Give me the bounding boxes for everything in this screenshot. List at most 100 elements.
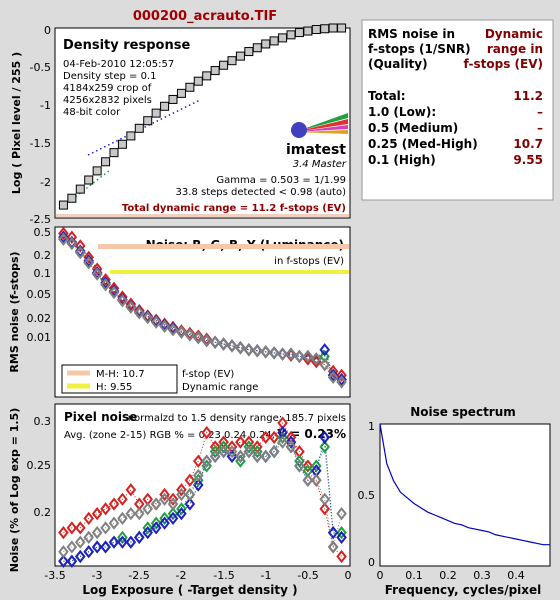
pixel-point-y xyxy=(125,506,137,521)
rms-point-y xyxy=(285,347,297,361)
density-ytick-6: -2.5 xyxy=(30,213,51,226)
rms-ytick-6: 0.01 xyxy=(27,331,52,344)
total-dr-line: Total dynamic range = 11.2 f-stops (EV) xyxy=(122,203,346,214)
density-ytick-5: -2 xyxy=(40,176,51,189)
rms-point-y xyxy=(83,256,94,270)
pixel-xtick-3: -2.5 xyxy=(128,569,149,582)
density-point xyxy=(143,116,153,126)
rms-point-y xyxy=(218,337,229,351)
info-line-2: Density step = 0.1 xyxy=(63,71,156,82)
pixel-point-y xyxy=(176,487,187,502)
rms-point-y xyxy=(58,232,69,246)
density-ylabel: Log ( Pixel level / 255 ) xyxy=(10,52,23,194)
density-info: 04-Feb-2010 12:05:57 Density step = 0.1 … xyxy=(63,59,174,118)
pixel-ytick-2: 0.25 xyxy=(27,459,52,472)
density-point xyxy=(252,43,262,53)
pixel-point-y xyxy=(66,540,78,554)
rms-point-y xyxy=(311,352,322,366)
rms-point-y xyxy=(260,345,271,359)
spec-ytick-2: 0.5 xyxy=(358,489,376,502)
pixel-point-y xyxy=(91,526,103,540)
pixel-point-g xyxy=(142,521,153,535)
rms-point-b xyxy=(336,373,347,387)
density-point xyxy=(176,88,186,98)
rms-point-y xyxy=(235,341,246,355)
pixel-point-r xyxy=(302,459,314,473)
density-point xyxy=(92,166,102,176)
pixel-point-r xyxy=(75,521,86,535)
pixel-line-g xyxy=(63,436,342,562)
pixel-xtick-5: -1.5 xyxy=(213,569,234,582)
pixel-point-b xyxy=(117,535,128,549)
rms-point-y xyxy=(319,358,330,372)
pixel-point-g xyxy=(176,502,187,516)
rms-subtitle: in f-stops (EV) xyxy=(274,256,344,267)
pixel-point-y xyxy=(319,492,330,506)
row-value-medium: – xyxy=(537,121,543,135)
rms-point-y xyxy=(201,334,212,348)
pixel-point-y xyxy=(108,516,120,530)
density-point xyxy=(151,108,161,118)
rms-point-y xyxy=(117,294,128,308)
rms-point-y xyxy=(100,278,111,292)
density-point xyxy=(269,36,279,46)
pixel-point-b xyxy=(83,545,94,559)
density-ytick-2: -0.5 xyxy=(30,61,51,74)
pixel-point-y xyxy=(201,454,212,468)
logo-version: 3.4 Master xyxy=(293,159,347,170)
pixel-point-y xyxy=(167,497,179,511)
pixel-point-b xyxy=(66,554,78,568)
pixel-point-b xyxy=(142,526,153,540)
pixel-point-y xyxy=(193,468,204,483)
pixel-point-y xyxy=(243,445,255,459)
pixel-point-r xyxy=(167,492,179,506)
density-point xyxy=(101,157,111,167)
rms-point-y xyxy=(302,349,314,364)
pixel-point-r xyxy=(117,492,128,506)
spec-xtick-2: 0.1 xyxy=(405,569,423,582)
legend-side-1: f-stop (EV) xyxy=(182,369,234,380)
rms-ylabel: RMS noise (f-stops) xyxy=(8,251,21,372)
rms-point-y xyxy=(277,347,288,361)
rms-point-r xyxy=(58,226,69,241)
density-point xyxy=(117,139,127,149)
pixel-point-y xyxy=(58,545,69,559)
spec-ytick-1: 1 xyxy=(368,420,375,433)
pixel-point-y xyxy=(159,492,170,506)
pixel-point-r xyxy=(260,430,271,444)
spec-xtick-4: 0.3 xyxy=(473,569,491,582)
density-point xyxy=(337,23,347,33)
density-point xyxy=(278,33,288,43)
spectrum-line xyxy=(379,423,550,546)
rms-point-y xyxy=(243,343,255,357)
pixel-point-y xyxy=(75,535,86,549)
density-point xyxy=(126,131,136,141)
dr-table-rows: Total: 11.2 1.0 (Low): – 0.5 (Medium) – … xyxy=(368,89,543,167)
legend-label-h: H: 9.55 xyxy=(96,382,132,393)
pixel-xtick-4: -2 xyxy=(176,569,187,582)
pixel-avg-line: Avg. (zone 2-15) RGB % = 0.23 0.24 0.24; xyxy=(64,430,275,441)
pixel-point-b xyxy=(150,521,162,535)
rms-point-y xyxy=(125,300,137,314)
pixel-point-y xyxy=(150,497,162,511)
pixel-point-b xyxy=(91,540,103,554)
pixel-point-y xyxy=(184,487,196,502)
rms-point-y xyxy=(142,310,153,325)
pixel-point-r xyxy=(58,526,69,540)
density-ytick-3: -1 xyxy=(40,99,51,112)
density-ytick-4: -1.5 xyxy=(30,137,51,150)
pixel-point-r xyxy=(125,483,137,497)
pixel-xtick-8: 0 xyxy=(345,569,352,582)
rms-point-y xyxy=(294,349,305,364)
pixel-point-y xyxy=(294,459,305,473)
pixel-point-b xyxy=(58,554,69,568)
pixel-point-b xyxy=(319,430,330,444)
pixel-noise-title: Pixel noise xyxy=(64,410,137,424)
density-point xyxy=(320,24,330,34)
pixel-point-g xyxy=(117,530,128,545)
pixel-xtick-1: -3.5 xyxy=(44,569,65,582)
logo-text: imatest xyxy=(286,142,346,158)
pixel-point-y xyxy=(209,449,221,464)
rms-point-r xyxy=(108,281,120,295)
pixel-x-ticks: -3.5 -3 -2.5 -2 -1.5 -1 -0.5 0 xyxy=(44,569,351,582)
